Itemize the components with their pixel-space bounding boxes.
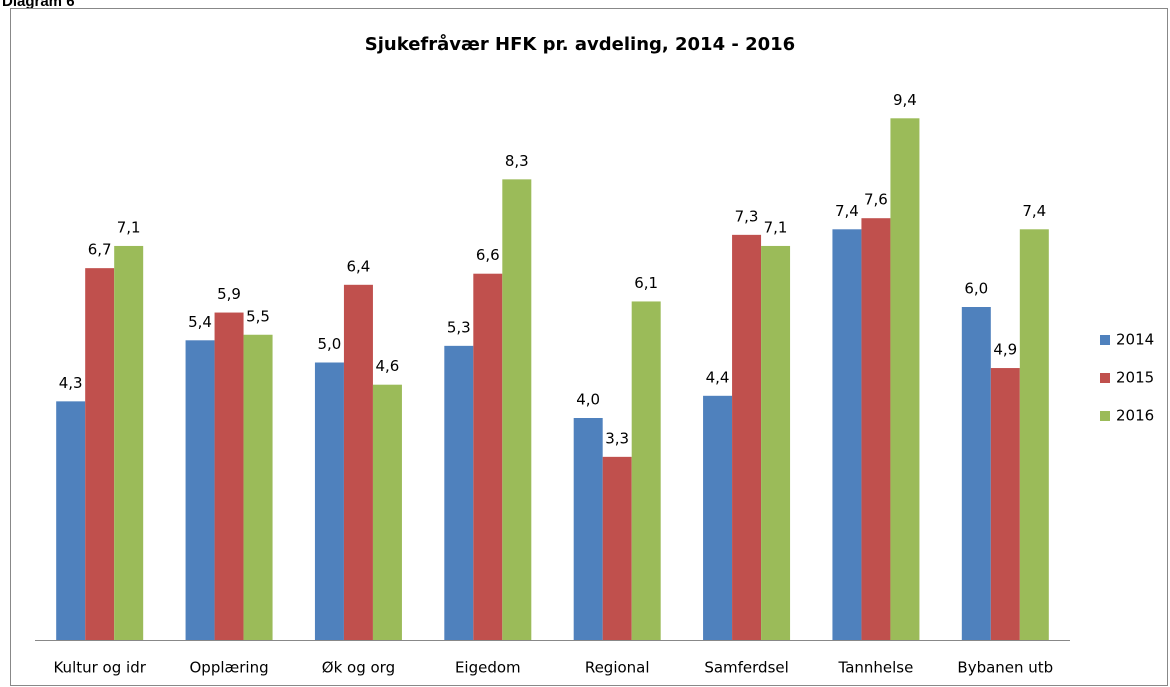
legend-swatch [1100,411,1110,421]
chart-title: Sjukefråvær HFK pr. avdeling, 2014 - 201… [365,33,795,55]
bar [114,245,144,640]
value-label: 4,6 [376,357,400,375]
value-label: 3,3 [605,429,629,447]
bar [602,456,632,640]
legend-label: 2016 [1116,407,1154,425]
bar [761,245,791,640]
x-tick-label: Kultur og idr [53,659,146,677]
bar [1019,229,1049,641]
x-tick-label: Samferdsel [704,659,788,677]
bar [444,345,474,640]
legend-swatch [1100,373,1110,383]
value-label: 4,9 [993,341,1017,359]
bar [502,179,532,640]
x-tick-label: Tannhelse [838,659,914,677]
bar [56,401,86,640]
bar [861,218,891,640]
bar [85,268,115,640]
value-label: 5,4 [188,313,212,331]
value-label: 7,4 [1022,202,1046,220]
value-label: 8,3 [505,152,529,170]
x-tick-label: Eigedom [455,659,521,677]
bar [243,334,273,640]
value-label: 6,1 [634,274,658,292]
value-label: 7,6 [864,191,888,209]
bar [961,307,991,640]
bar [573,418,603,640]
diagram-label: Diagram 6 [2,0,75,10]
value-label: 9,4 [893,91,917,109]
bar [732,234,762,640]
value-label: 4,3 [59,374,83,392]
value-label: 6,6 [476,246,500,264]
value-label: 7,1 [764,218,788,236]
bar [185,340,215,640]
bar [473,273,503,640]
bar [314,362,344,640]
bar [631,301,661,640]
bar [372,384,402,640]
value-label: 5,0 [318,335,342,353]
x-tick-label: Bybanen utb [957,659,1053,677]
value-label: 7,3 [735,207,759,225]
legend-swatch [1100,335,1110,345]
legend-label: 2014 [1116,331,1154,349]
bar [343,284,373,640]
x-tick-label: Regional [585,659,650,677]
value-label: 7,4 [835,202,859,220]
value-label: 5,3 [447,318,471,336]
bar [890,118,920,641]
bar [832,229,862,641]
bar [990,368,1020,640]
value-label: 5,9 [217,285,241,303]
bar [703,395,733,640]
value-label: 6,7 [88,241,112,259]
bar [214,312,244,640]
value-label: 5,5 [246,307,270,325]
value-label: 4,0 [576,391,600,409]
value-label: 6,0 [964,280,988,298]
value-label: 7,1 [117,218,141,236]
x-tick-label: Opplæring [190,659,269,677]
value-label: 4,4 [706,368,730,386]
value-label: 6,4 [347,257,371,275]
x-tick-label: Øk og org [322,659,395,677]
legend-label: 2015 [1116,369,1154,387]
